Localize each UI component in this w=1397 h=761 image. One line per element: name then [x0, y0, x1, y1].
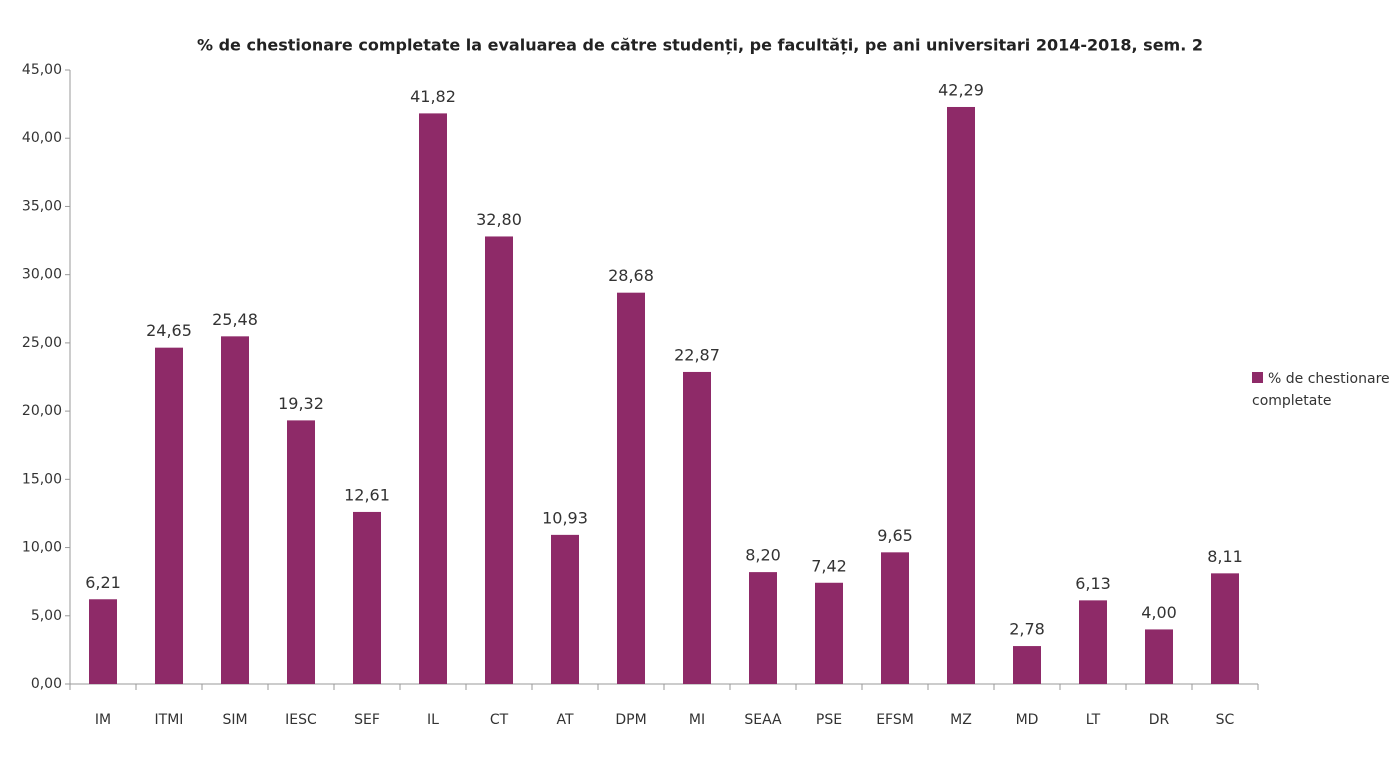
x-tick-label: ITMI: [155, 712, 184, 728]
x-tick-label: MD: [1016, 712, 1039, 728]
bar: [683, 371, 711, 684]
x-tick-label: IL: [427, 712, 439, 728]
x-tick-label: PSE: [816, 712, 842, 728]
bar: [155, 347, 183, 684]
x-tick-label: AT: [556, 712, 573, 728]
value-label: 10,93: [542, 508, 588, 527]
x-tick-label: IM: [95, 712, 111, 728]
x-tick-label: CT: [490, 712, 509, 728]
bar: [419, 113, 447, 684]
value-label: 4,00: [1141, 603, 1177, 622]
value-label: 6,21: [85, 573, 121, 592]
x-tick-label: SIM: [222, 712, 247, 728]
x-tick-label: SEF: [354, 712, 380, 728]
value-label: 19,32: [278, 394, 324, 413]
legend-label: % de chestionare completate: [1252, 371, 1390, 409]
legend: % de chestionare completate: [1252, 368, 1392, 412]
value-label: 42,29: [938, 80, 984, 99]
bar: [881, 552, 909, 684]
value-label: 22,87: [674, 345, 720, 364]
y-tick-label: 25,00: [22, 335, 62, 351]
x-tick-label: SEAA: [744, 712, 782, 728]
bar: [89, 599, 117, 684]
bar: [1211, 573, 1239, 684]
value-label: 32,80: [476, 210, 522, 229]
bar: [617, 292, 645, 684]
value-label: 9,65: [877, 526, 913, 545]
x-tick-label: EFSM: [876, 712, 914, 728]
legend-swatch: [1252, 372, 1263, 383]
bar: [1013, 646, 1041, 684]
chart-title: % de chestionare completate la evaluarea…: [197, 36, 1203, 55]
x-tick-label: SC: [1216, 712, 1235, 728]
bar: [353, 511, 381, 684]
bar: [485, 236, 513, 684]
bar: [221, 336, 249, 684]
bar: [551, 534, 579, 684]
y-tick-label: 45,00: [22, 62, 62, 78]
y-tick-label: 30,00: [22, 267, 62, 283]
bar: [815, 582, 843, 684]
x-tick-label: LT: [1086, 712, 1101, 728]
x-tick-label: IESC: [285, 712, 317, 728]
x-tick-label: MI: [689, 712, 705, 728]
bar: [287, 420, 315, 684]
value-label: 8,11: [1207, 547, 1243, 566]
y-tick-label: 10,00: [22, 540, 62, 556]
value-label: 2,78: [1009, 620, 1045, 639]
y-tick-label: 35,00: [22, 198, 62, 214]
y-tick-label: 20,00: [22, 403, 62, 419]
x-tick-label: DPM: [615, 712, 646, 728]
value-label: 28,68: [608, 266, 654, 285]
bar: [947, 106, 975, 685]
value-label: 7,42: [811, 556, 847, 575]
y-tick-label: 0,00: [31, 676, 62, 692]
x-tick-label: MZ: [950, 712, 972, 728]
y-tick-label: 40,00: [22, 130, 62, 146]
value-label: 12,61: [344, 485, 390, 504]
value-label: 6,13: [1075, 574, 1111, 593]
y-tick-label: 15,00: [22, 471, 62, 487]
bar: [1145, 629, 1173, 684]
y-tick-label: 5,00: [31, 608, 62, 624]
value-label: 24,65: [146, 321, 192, 340]
value-label: 25,48: [212, 310, 258, 329]
bar: [749, 572, 777, 684]
x-tick-label: DR: [1149, 712, 1170, 728]
bar: [1079, 600, 1107, 684]
value-label: 41,82: [410, 87, 456, 106]
value-label: 8,20: [745, 546, 781, 565]
